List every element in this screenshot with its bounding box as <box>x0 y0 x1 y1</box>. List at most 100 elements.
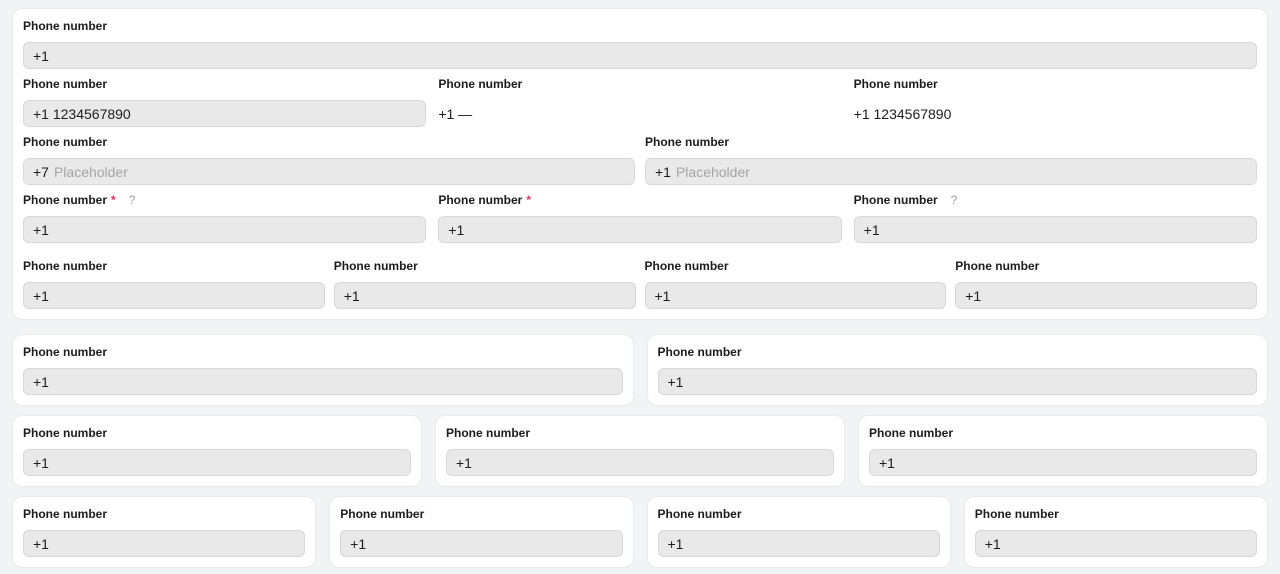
required-asterisk: * <box>526 193 532 207</box>
field-label: Phone number <box>334 259 636 273</box>
phone-input[interactable] <box>853 216 1257 243</box>
field-label-text: Phone number <box>23 135 108 149</box>
field-label: Phone number <box>340 507 622 521</box>
field-label-text: Phone number <box>23 19 108 33</box>
field-label: Phone number <box>658 345 1258 359</box>
field-label-text: Phone number <box>853 77 938 91</box>
input-placeholder: Placeholder <box>53 163 128 180</box>
field-label-text: Phone number <box>340 507 425 521</box>
phone-fields-card: Phone number Phone number Phone number +… <box>12 8 1268 320</box>
phone-input[interactable] <box>974 530 1257 557</box>
phone-input[interactable] <box>657 368 1257 395</box>
phone-field: Phone number +1 1234567890 <box>854 77 1257 127</box>
help-icon[interactable]: ? <box>128 193 136 207</box>
field-label-text: Phone number <box>438 77 523 91</box>
phone-input[interactable] <box>23 100 427 127</box>
three-card-section: Phone number Phone number Phone number <box>12 415 1268 487</box>
phone-field: Phone number <box>644 259 947 309</box>
field-label-text: Phone number <box>23 507 108 521</box>
phone-field: Phone number <box>23 19 1257 69</box>
field-row: Phone number Phone number +1 — Phone num… <box>23 77 1257 127</box>
field-label-text: Phone number <box>23 345 108 359</box>
field-label: Phone number <box>645 135 1257 149</box>
field-label-text: Phone number <box>955 259 1040 273</box>
field-label-text: Phone number <box>23 77 108 91</box>
phone-input[interactable] <box>644 282 947 309</box>
dial-code-prefix: +7 <box>33 163 49 180</box>
field-label-text: Phone number <box>974 507 1059 521</box>
phone-field-card: Phone number <box>435 415 845 487</box>
field-label: Phone number ? <box>854 193 1257 207</box>
field-label-text: Phone number <box>438 193 523 207</box>
field-label-text: Phone number <box>23 259 108 273</box>
field-label: Phone number <box>23 507 305 521</box>
phone-field-card: Phone number <box>329 496 634 568</box>
phone-field: Phone number * <box>438 193 842 243</box>
required-asterisk: * <box>111 193 116 207</box>
phone-field: Phone number <box>333 259 636 309</box>
field-label-text: Phone number <box>645 135 730 149</box>
field-label: Phone number <box>23 135 635 149</box>
phone-field-card: Phone number <box>12 415 422 487</box>
phone-value-readonly: +1 — <box>438 105 473 122</box>
field-label: Phone number <box>23 77 426 91</box>
field-label-text: Phone number <box>23 426 108 440</box>
phone-value-readonly: +1 1234567890 <box>853 105 952 122</box>
phone-input[interactable] <box>23 449 411 476</box>
field-label: Phone number <box>23 426 411 440</box>
field-label-text: Phone number <box>657 345 742 359</box>
phone-input[interactable]: +7 Placeholder <box>23 158 635 185</box>
dial-code-prefix: +1 <box>655 163 671 180</box>
phone-field: Phone number * ? <box>23 193 427 243</box>
phone-field: Phone number <box>23 259 325 309</box>
field-label: Phone number <box>658 507 940 521</box>
field-label: Phone number <box>975 507 1257 521</box>
field-label-text: Phone number <box>853 193 938 207</box>
field-label: Phone number <box>23 345 623 359</box>
phone-input[interactable]: +1 Placeholder <box>645 158 1257 185</box>
field-label: Phone number <box>23 259 325 273</box>
phone-field-card: Phone number <box>12 334 634 406</box>
field-label-text: Phone number <box>657 507 742 521</box>
field-label: Phone number <box>438 77 841 91</box>
phone-field: Phone number <box>955 259 1257 309</box>
four-card-section: Phone number Phone number Phone number P… <box>12 496 1268 568</box>
field-label-text: Phone number <box>446 426 531 440</box>
two-card-section: Phone number Phone number <box>12 334 1268 406</box>
phone-field-card: Phone number <box>963 496 1268 568</box>
field-label-text: Phone number <box>869 426 954 440</box>
phone-field-card: Phone number <box>646 496 951 568</box>
field-label: Phone number * ? <box>23 193 426 207</box>
phone-input[interactable] <box>446 449 834 476</box>
help-icon[interactable]: ? <box>950 193 958 207</box>
phone-field: Phone number +7 Placeholder <box>23 135 635 185</box>
field-label: Phone number <box>869 426 1257 440</box>
phone-input[interactable] <box>438 216 842 243</box>
phone-input[interactable] <box>23 282 325 309</box>
phone-input[interactable] <box>23 368 623 395</box>
field-label-text: Phone number <box>333 259 418 273</box>
phone-field: Phone number +1 — <box>438 77 841 127</box>
phone-field-card: Phone number <box>12 496 317 568</box>
phone-input[interactable] <box>657 530 940 557</box>
phone-field: Phone number <box>23 77 427 127</box>
phone-field-card: Phone number <box>646 334 1268 406</box>
field-label: Phone number * <box>438 193 841 207</box>
phone-input[interactable] <box>333 282 636 309</box>
phone-input[interactable] <box>23 216 427 243</box>
field-label: Phone number <box>955 259 1257 273</box>
phone-input[interactable] <box>23 42 1257 69</box>
phone-input[interactable] <box>955 282 1257 309</box>
phone-input[interactable] <box>340 530 623 557</box>
field-row: Phone number <box>23 19 1257 69</box>
field-label: Phone number <box>854 77 1257 91</box>
input-placeholder: Placeholder <box>675 163 750 180</box>
phone-field: Phone number +1 Placeholder <box>645 135 1257 185</box>
phone-field: Phone number ? <box>853 193 1257 243</box>
field-row: Phone number Phone number Phone number P… <box>23 259 1257 309</box>
field-label: Phone number <box>23 19 1257 33</box>
field-label: Phone number <box>446 426 834 440</box>
phone-input[interactable] <box>23 530 306 557</box>
field-label-text: Phone number <box>644 259 729 273</box>
phone-input[interactable] <box>869 449 1257 476</box>
